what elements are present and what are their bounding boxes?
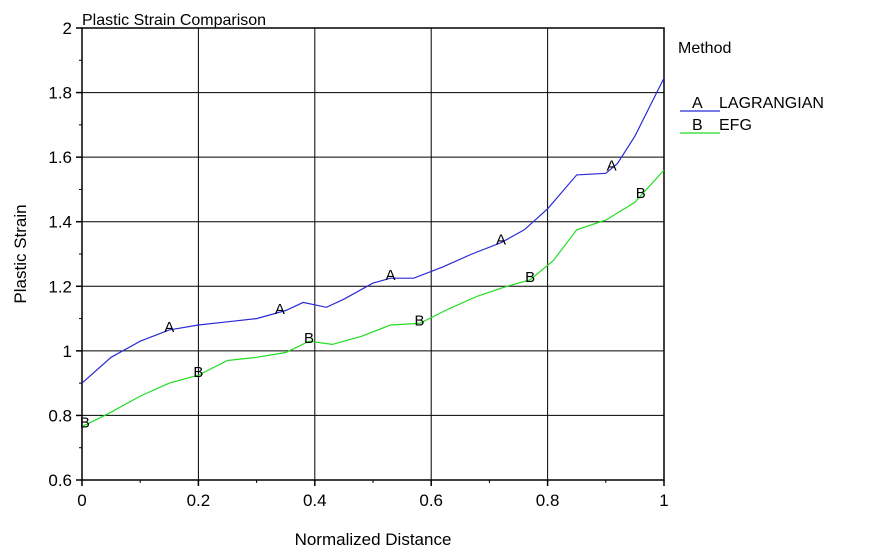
legend: Method A LAGRANGIAN B EFG <box>678 40 824 134</box>
y-tick-label: 1 <box>63 342 72 361</box>
grid <box>81 27 665 481</box>
series-marker-b: B <box>193 364 203 381</box>
y-tick-label: 1.6 <box>48 148 72 167</box>
x-tick-label: 1 <box>659 491 668 510</box>
series-marker-b: B <box>525 269 535 286</box>
x-tick-label: 0.4 <box>303 491 327 510</box>
y-axis-title: Plastic Strain <box>11 204 30 303</box>
chart-title: Plastic Strain Comparison <box>82 12 266 29</box>
series-line-lagrangian <box>81 77 665 384</box>
x-tick-label: 0.2 <box>187 491 211 510</box>
series-marker-a: A <box>275 301 285 318</box>
series-marker-b: B <box>304 330 314 347</box>
y-tick-label: 1.8 <box>48 84 72 103</box>
x-tick-label: 0.8 <box>536 491 560 510</box>
legend-marker: A <box>692 95 703 112</box>
y-tick-label: 0.6 <box>48 471 72 490</box>
plot-frame <box>81 27 665 481</box>
series-layer: A A A A A B B B B B B <box>80 77 665 431</box>
series-marker-b: B <box>80 414 90 431</box>
x-tick-label: 0 <box>77 491 86 510</box>
series-marker-a: A <box>496 232 506 249</box>
series-marker-a: A <box>607 157 617 174</box>
legend-label: LAGRANGIAN <box>719 95 824 112</box>
y-tick-label: 1.4 <box>48 213 72 232</box>
series-marker-b: B <box>415 312 425 329</box>
tick-labels: 0 0.2 0.4 0.6 0.8 1 0.6 0.8 1 1.2 1.4 1.6 1.8 2 <box>48 19 668 510</box>
legend-title: Method <box>678 40 731 57</box>
series-marker-a: A <box>385 267 395 284</box>
y-tick-label: 2 <box>63 19 72 38</box>
x-axis-title: Normalized Distance <box>295 530 452 549</box>
series-marker-b: B <box>636 185 646 202</box>
series-line-efg <box>81 169 665 428</box>
legend-marker: B <box>692 117 703 134</box>
y-tick-label: 0.8 <box>48 406 72 425</box>
series-marker-a: A <box>164 319 174 336</box>
y-tick-label: 1.2 <box>48 277 72 296</box>
x-tick-label: 0.6 <box>419 491 443 510</box>
legend-label: EFG <box>719 117 752 134</box>
